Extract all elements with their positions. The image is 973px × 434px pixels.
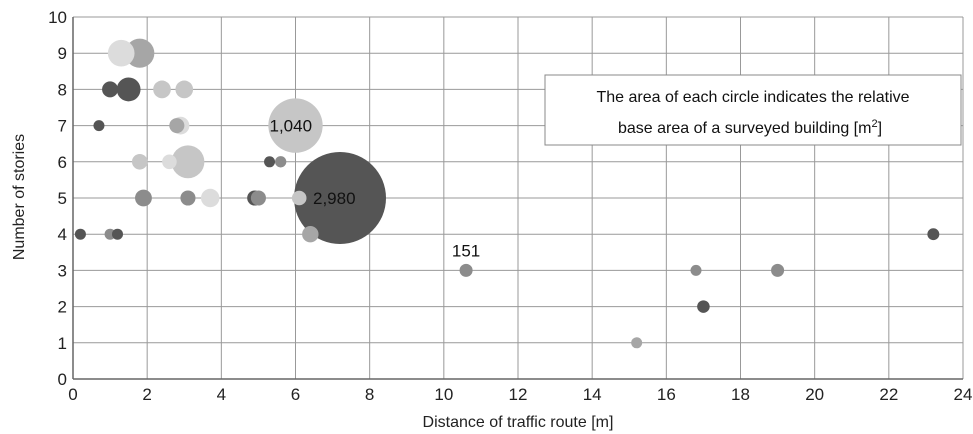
bubble-point bbox=[112, 228, 123, 240]
bubble-point bbox=[153, 80, 171, 99]
bubble-point bbox=[200, 188, 220, 208]
x-tick-label: 24 bbox=[954, 385, 973, 404]
y-tick-label: 0 bbox=[58, 370, 67, 389]
bubble-point bbox=[180, 190, 196, 206]
y-tick-label: 2 bbox=[58, 298, 67, 317]
x-tick-label: 12 bbox=[509, 385, 528, 404]
y-tick-label: 4 bbox=[58, 225, 67, 244]
y-tick-label: 6 bbox=[58, 153, 67, 172]
axes bbox=[72, 17, 963, 380]
bubble-point bbox=[116, 77, 141, 102]
y-tick-label: 9 bbox=[58, 44, 67, 63]
bubble-point bbox=[264, 156, 276, 168]
bubble-point bbox=[697, 300, 710, 313]
x-tick-label: 22 bbox=[879, 385, 898, 404]
bubble-point bbox=[250, 190, 266, 206]
x-tick-label: 10 bbox=[434, 385, 453, 404]
x-tick-label: 4 bbox=[217, 385, 226, 404]
bubble-point bbox=[631, 337, 643, 349]
bubble-point bbox=[275, 156, 287, 168]
bubble-point bbox=[125, 38, 155, 68]
bubble-point bbox=[294, 152, 386, 244]
bubble-point bbox=[302, 225, 319, 243]
x-tick-labels: 0 2 4 6 8 10 12 14 16 18 20 22 24 bbox=[68, 385, 972, 404]
annotation-box: The area of each circle indicates the re… bbox=[544, 74, 962, 146]
bubble-point bbox=[93, 120, 105, 132]
bubble-point bbox=[459, 263, 473, 277]
y-tick-label: 10 bbox=[48, 8, 67, 27]
y-tick-label: 5 bbox=[58, 189, 67, 208]
y-tick-label: 3 bbox=[58, 261, 67, 280]
bubble-point bbox=[771, 263, 785, 277]
bubble-point bbox=[169, 118, 185, 134]
y-tick-labels: 0 1 2 3 4 5 6 7 8 9 10 bbox=[48, 8, 67, 389]
bubble-point bbox=[171, 145, 205, 179]
bubble-data-label: 151 bbox=[452, 241, 480, 260]
x-tick-label: 14 bbox=[583, 385, 602, 404]
x-tick-label: 2 bbox=[142, 385, 151, 404]
annotation-line-1: The area of each circle indicates the re… bbox=[596, 89, 909, 106]
x-axis-title: Distance of traffic route [m] bbox=[423, 414, 614, 431]
x-tick-label: 20 bbox=[805, 385, 824, 404]
annotation-line-2: base area of a surveyed building [m2] bbox=[618, 118, 882, 137]
x-tick-label: 16 bbox=[657, 385, 676, 404]
bubble-point bbox=[74, 228, 86, 240]
bubble-point bbox=[135, 189, 152, 207]
data-labels: 1,040 2,980 151 bbox=[270, 117, 481, 261]
bubble-point bbox=[107, 39, 135, 67]
y-tick-label: 8 bbox=[58, 80, 67, 99]
x-tick-label: 18 bbox=[731, 385, 750, 404]
bubble-data-label: 2,980 bbox=[313, 189, 356, 208]
x-tick-label: 6 bbox=[291, 385, 300, 404]
x-tick-label: 8 bbox=[365, 385, 374, 404]
bubbles bbox=[74, 38, 940, 349]
bubble-point bbox=[131, 154, 148, 170]
bubble-point bbox=[690, 264, 702, 276]
y-tick-label: 1 bbox=[58, 334, 67, 353]
bubble-data-label: 1,040 bbox=[270, 117, 313, 136]
x-tick-label: 0 bbox=[68, 385, 77, 404]
bubble-point bbox=[291, 190, 307, 206]
bubble-point bbox=[175, 80, 194, 99]
y-axis-title: Number of stories bbox=[11, 134, 28, 260]
bubble-point bbox=[927, 228, 940, 241]
y-tick-label: 7 bbox=[58, 117, 67, 136]
bubble-point bbox=[102, 81, 119, 98]
bubble-point bbox=[268, 98, 323, 153]
bubble-point bbox=[162, 154, 177, 170]
